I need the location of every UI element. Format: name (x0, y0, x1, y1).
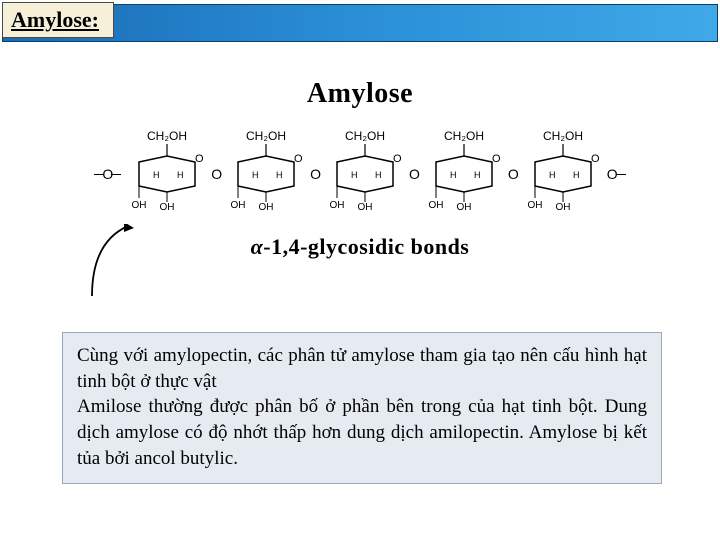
svg-text:H: H (474, 170, 481, 180)
alpha-symbol: α (251, 234, 264, 259)
description-p1: Cùng với amylopectin, các phân tử amylos… (77, 345, 647, 392)
link-oxygen: O (310, 166, 321, 182)
bond-arrow-icon (88, 224, 148, 300)
link-oxygen: O (409, 166, 420, 182)
link-oxygen: O (211, 166, 222, 182)
description-box: Cùng với amylopectin, các phân tử amylos… (62, 332, 662, 484)
svg-text:CH₂OH: CH₂OH (246, 129, 286, 143)
glucose-ring-4: CH₂OH O OH OH H H (418, 128, 510, 212)
svg-text:H: H (549, 170, 556, 180)
svg-text:O: O (195, 153, 204, 165)
bonds-label: α-1,4-glycosidic bonds (251, 234, 470, 260)
svg-text:OH: OH (132, 200, 147, 211)
svg-text:OH: OH (231, 200, 246, 211)
description-p2: Amilose thường được phân bố ở phần bên t… (77, 396, 647, 468)
bonds-text: -1,4-glycosidic bonds (263, 234, 469, 259)
svg-text:OH: OH (456, 202, 471, 212)
diagram-title: Amylose (307, 78, 413, 110)
svg-text:H: H (252, 170, 259, 180)
svg-text:H: H (153, 170, 160, 180)
slide-title-badge: Amylose: (2, 2, 114, 38)
svg-text:H: H (450, 170, 457, 180)
svg-text:O: O (393, 153, 402, 165)
glucose-ring-2: CH₂OH O OH OH H H (220, 128, 312, 212)
svg-text:H: H (375, 170, 382, 180)
link-oxygen: O (508, 166, 519, 182)
svg-text:CH₂OH: CH₂OH (543, 129, 583, 143)
svg-text:CH₂OH: CH₂OH (444, 129, 484, 143)
svg-text:OH: OH (259, 202, 274, 212)
ch2oh-label: CH₂OH (147, 129, 187, 143)
svg-text:OH: OH (555, 202, 570, 212)
svg-text:OH: OH (160, 202, 175, 212)
slide-title-text: Amylose: (11, 7, 99, 32)
svg-text:H: H (276, 170, 283, 180)
svg-text:O: O (492, 153, 501, 165)
svg-text:H: H (573, 170, 580, 180)
glucose-chain: O CH₂OH O OH OH H H O CH₂OH O OH OH H H (94, 128, 625, 212)
glucose-ring-1: CH₂OH O OH OH H H (121, 128, 213, 212)
chain-dash (111, 174, 121, 175)
svg-text:OH: OH (527, 200, 542, 211)
glucose-ring-3: CH₂OH O OH OH H H (319, 128, 411, 212)
svg-text:O: O (591, 153, 600, 165)
svg-text:OH: OH (428, 200, 443, 211)
svg-text:O: O (294, 153, 303, 165)
molecule-diagram: Amylose O CH₂OH O OH OH H H O CH₂OH O OH… (0, 58, 720, 306)
svg-text:OH: OH (358, 202, 373, 212)
svg-text:H: H (177, 170, 184, 180)
glucose-ring-5: CH₂OH O OH OH H H (517, 128, 609, 212)
chain-dash-right (616, 174, 626, 175)
svg-text:H: H (351, 170, 358, 180)
svg-text:OH: OH (330, 200, 345, 211)
svg-text:CH₂OH: CH₂OH (345, 129, 385, 143)
